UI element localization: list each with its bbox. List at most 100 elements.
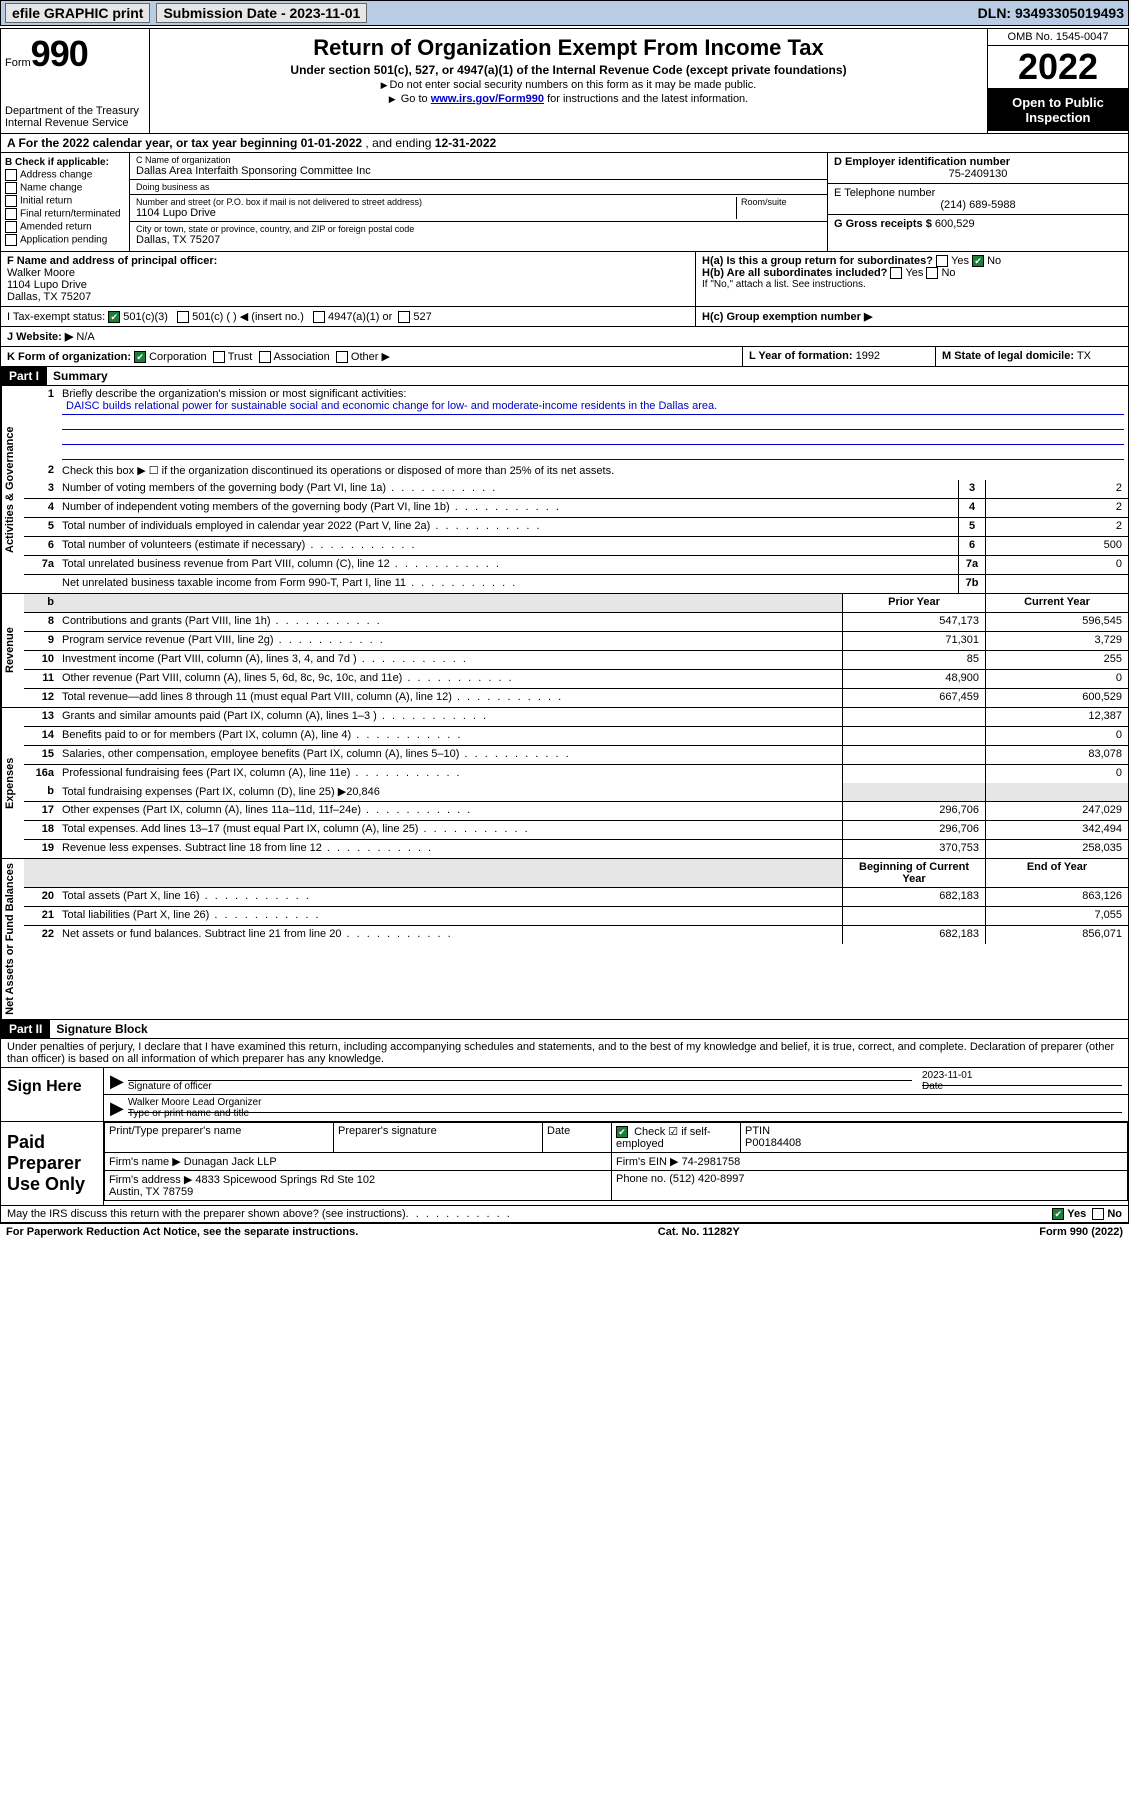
line-num: 9: [24, 632, 58, 650]
line-desc: Total revenue—add lines 8 through 11 (mu…: [58, 689, 842, 707]
sig-date-value: 2023-11-01: [922, 1070, 1122, 1081]
chk-final-return[interactable]: Final return/terminated: [5, 208, 125, 220]
ha-label: H(a) Is this a group return for subordin…: [702, 255, 1122, 267]
gross-value: 600,529: [935, 218, 975, 230]
org-name: Dallas Area Interfaith Sponsoring Commit…: [136, 165, 371, 177]
omb-number: OMB No. 1545-0047: [988, 29, 1128, 46]
line-desc: Benefits paid to or for members (Part IX…: [58, 727, 842, 745]
discuss-yes[interactable]: [1052, 1208, 1067, 1220]
line-num: 5: [24, 518, 58, 536]
line-desc: Professional fundraising fees (Part IX, …: [58, 765, 842, 783]
mission-blank1: [62, 415, 1124, 430]
chk-4947[interactable]: [313, 311, 328, 323]
firm-phone-label: Phone no.: [616, 1173, 666, 1185]
summary-netassets: Net Assets or Fund Balances Beginning of…: [1, 859, 1128, 1020]
chk-501c3[interactable]: [108, 311, 123, 323]
line-prior: 296,706: [842, 821, 985, 839]
ptin-label: PTIN: [745, 1125, 770, 1137]
firm-phone-value: (512) 420-8997: [669, 1173, 744, 1185]
footer-left: For Paperwork Reduction Act Notice, see …: [6, 1226, 358, 1238]
line-prior: 85: [842, 651, 985, 669]
sig-date-label: Date: [922, 1081, 943, 1092]
line-box: 3: [958, 480, 985, 498]
declaration-text: Under penalties of perjury, I declare th…: [1, 1039, 1128, 1068]
mission-text: DAISC builds relational power for sustai…: [62, 400, 1124, 415]
sig-arrow-icon2: ▶: [110, 1098, 124, 1119]
line-desc: Total assets (Part X, line 16): [58, 888, 842, 906]
dln-label: DLN: 93493305019493: [978, 5, 1124, 21]
gross-label: G Gross receipts $: [834, 218, 932, 230]
section-b-to-g: B Check if applicable: Address change Na…: [1, 153, 1128, 252]
efile-btn[interactable]: efile GRAPHIC print: [5, 3, 150, 23]
chk-trust[interactable]: [213, 351, 228, 363]
footer-mid: Cat. No. 11282Y: [658, 1226, 740, 1238]
row-i-hc: I Tax-exempt status: 501(c)(3) 501(c) ( …: [1, 307, 1128, 327]
line-num: 20: [24, 888, 58, 906]
form-990-container: Form990 Department of the Treasury Inter…: [0, 28, 1129, 1224]
chk-501c[interactable]: [177, 311, 192, 323]
part1-title: Summary: [47, 367, 114, 385]
form-subtitle: Under section 501(c), 527, or 4947(a)(1)…: [158, 63, 979, 77]
room-label: Room/suite: [741, 197, 821, 207]
chk-other[interactable]: [336, 351, 351, 363]
discuss-no[interactable]: [1092, 1208, 1107, 1220]
hb-yes[interactable]: [890, 267, 905, 279]
line-num: 3: [24, 480, 58, 498]
chk-address-change[interactable]: Address change: [5, 169, 125, 181]
line-box: 6: [958, 537, 985, 555]
col-current-hdr: Current Year: [985, 594, 1128, 612]
form-title: Return of Organization Exempt From Incom…: [158, 35, 979, 61]
line-desc: Number of independent voting members of …: [58, 499, 958, 517]
ha-no[interactable]: [972, 255, 987, 267]
chk-corp[interactable]: [134, 351, 149, 363]
officer-addr2: Dallas, TX 75207: [7, 291, 91, 303]
line-num: 10: [24, 651, 58, 669]
line-current: 596,545: [985, 613, 1128, 631]
line-desc: Salaries, other compensation, employee b…: [58, 746, 842, 764]
sig-name-label: Type or print name and title: [128, 1108, 249, 1119]
chk-application-pending[interactable]: Application pending: [5, 234, 125, 246]
line-prior: 547,173: [842, 613, 985, 631]
city-value: Dallas, TX 75207: [136, 234, 220, 246]
vlabel-netassets: Net Assets or Fund Balances: [1, 859, 24, 1019]
chk-assoc[interactable]: [259, 351, 274, 363]
col-b-header: B Check if applicable:: [5, 157, 109, 168]
chk-amended-return[interactable]: Amended return: [5, 221, 125, 233]
line-prior: [842, 727, 985, 745]
firm-ein-value: 74-2981758: [682, 1156, 741, 1168]
hb-no[interactable]: [926, 267, 941, 279]
irs-link[interactable]: www.irs.gov/Form990: [431, 93, 544, 105]
ein-value: 75-2409130: [834, 168, 1122, 180]
chk-self-employed[interactable]: [616, 1126, 631, 1138]
year-formation-value: 1992: [856, 350, 880, 362]
line-prior: 370,753: [842, 840, 985, 858]
line-value: 2: [985, 480, 1128, 498]
line-num: 13: [24, 708, 58, 726]
line-desc: Total number of individuals employed in …: [58, 518, 958, 536]
col-beg-hdr: Beginning of Current Year: [842, 859, 985, 887]
paid-preparer-table: Print/Type preparer's name Preparer's si…: [104, 1122, 1128, 1201]
line-prior: [842, 907, 985, 925]
line-current: 83,078: [985, 746, 1128, 764]
line-prior: [842, 746, 985, 764]
chk-initial-return[interactable]: Initial return: [5, 195, 125, 207]
hb-label: H(b) Are all subordinates included? Yes …: [702, 267, 1122, 279]
submission-date-btn[interactable]: Submission Date - 2023-11-01: [156, 3, 367, 23]
line1-label: Briefly describe the organization's miss…: [62, 388, 406, 400]
hb-note: If "No," attach a list. See instructions…: [702, 279, 1122, 290]
line-value: 500: [985, 537, 1128, 555]
ha-yes[interactable]: [936, 255, 951, 267]
line-current: 7,055: [985, 907, 1128, 925]
chk-527[interactable]: [398, 311, 413, 323]
line-value: 0: [985, 556, 1128, 574]
website-label: J Website: ▶: [7, 331, 73, 343]
sig-officer-label: Signature of officer: [128, 1081, 212, 1092]
chk-name-change[interactable]: Name change: [5, 182, 125, 194]
line-box: 7a: [958, 556, 985, 574]
line-prior: 296,706: [842, 802, 985, 820]
line-current: 863,126: [985, 888, 1128, 906]
line-box: 5: [958, 518, 985, 536]
line-num: 22: [24, 926, 58, 944]
line-current: 856,071: [985, 926, 1128, 944]
sign-here-label: Sign Here: [1, 1068, 103, 1121]
